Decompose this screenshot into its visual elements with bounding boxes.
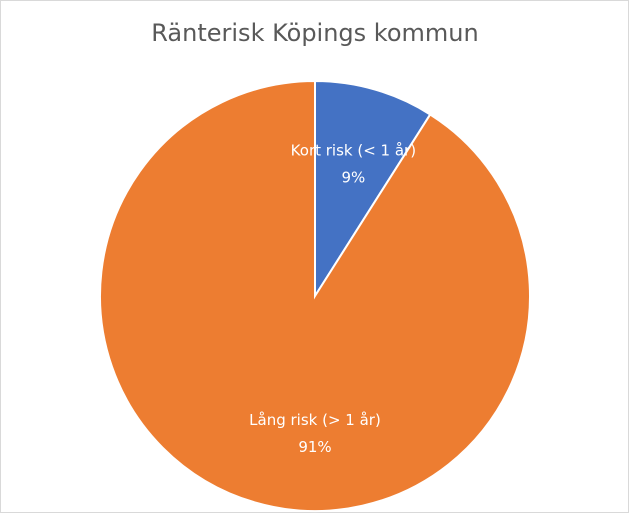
chart-title: Ränterisk Köpings kommun <box>151 19 478 47</box>
pie-slice <box>99 79 531 512</box>
data-label-value: 91% <box>298 438 331 456</box>
data-label-category: Kort risk (< 1 år) <box>291 141 416 159</box>
data-label-value: 9% <box>341 168 365 186</box>
data-label-category: Lång risk (> 1 år) <box>249 411 381 429</box>
pie-slice <box>314 79 432 300</box>
